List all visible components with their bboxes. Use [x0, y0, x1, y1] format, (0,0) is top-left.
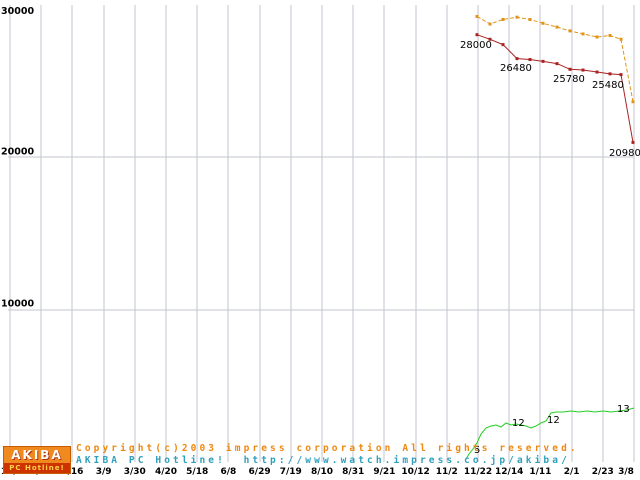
data-label: 13 — [617, 404, 630, 415]
x-tick-label: 4/20 — [155, 467, 177, 477]
data-label: 5 — [474, 445, 480, 456]
y-axis-labels: 30000 20000 10000 — [1, 6, 34, 310]
data-point-marker — [501, 43, 505, 47]
x-tick-label: 3/8 — [618, 467, 634, 477]
data-labels: 28000 26480 25780 25480 20980 5 12 12 13 — [460, 40, 640, 456]
data-label: 25480 — [592, 80, 624, 91]
data-label: 12 — [512, 418, 525, 429]
data-point-marker — [619, 73, 623, 77]
data-label: 25780 — [553, 74, 585, 85]
data-point-marker — [541, 21, 545, 25]
data-point-marker — [475, 14, 479, 18]
x-axis-labels: 12/281/262/163/93/304/205/186/86/297/198… — [1, 467, 634, 477]
x-tick-label: 9/21 — [373, 467, 395, 477]
data-point-marker — [475, 33, 479, 37]
data-point-marker — [595, 35, 599, 39]
site-url-text: AKIBA PC Hotline! http://www.watch.impre… — [76, 455, 570, 466]
data-point-marker — [595, 70, 599, 74]
price-secondary-line — [475, 14, 635, 104]
x-tick-label: 3/30 — [124, 467, 146, 477]
data-point-marker — [528, 17, 532, 21]
x-tick-label: 5/18 — [186, 467, 208, 477]
y-tick-label: 30000 — [1, 6, 34, 17]
x-tick-label: 10/12 — [401, 467, 429, 477]
x-tick-label: 8/10 — [311, 467, 333, 477]
data-label: 28000 — [460, 40, 492, 51]
data-label: 12 — [547, 415, 560, 426]
data-point-marker — [541, 59, 545, 63]
data-point-marker — [581, 68, 585, 72]
akiba-logo: AKIBA PC Hotline! — [3, 446, 71, 474]
data-point-marker — [631, 100, 635, 104]
data-point-marker — [555, 62, 559, 66]
data-point-marker — [501, 17, 505, 21]
data-point-marker — [631, 140, 635, 144]
x-tick-label: 6/29 — [249, 467, 271, 477]
data-point-marker — [488, 37, 492, 41]
x-tick-label: 3/9 — [96, 467, 112, 477]
akiba-logo-title: AKIBA — [11, 448, 63, 462]
data-point-marker — [581, 32, 585, 36]
x-tick-label: 11/22 — [464, 467, 492, 477]
data-point-marker — [528, 58, 532, 62]
data-point-marker — [515, 57, 519, 61]
y-tick-label: 10000 — [1, 299, 34, 310]
data-point-marker — [568, 29, 572, 33]
data-label: 26480 — [500, 63, 532, 74]
y-tick-label: 20000 — [1, 146, 34, 157]
data-point-marker — [488, 22, 492, 26]
data-point-marker — [568, 67, 572, 71]
x-tick-label: 7/19 — [280, 467, 302, 477]
shop-count-line — [465, 407, 635, 460]
x-tick-label: 2/23 — [592, 467, 614, 477]
data-point-marker — [608, 33, 612, 37]
akiba-logo-subtitle: PC Hotline! — [4, 463, 70, 473]
data-point-marker — [619, 37, 623, 41]
x-tick-label: 12/14 — [495, 467, 523, 477]
price-main-line — [475, 33, 635, 144]
x-tick-label: 6/8 — [220, 467, 236, 477]
data-point-marker — [555, 25, 559, 29]
gridlines — [8, 5, 635, 462]
x-tick-label: 11/2 — [436, 467, 458, 477]
data-point-marker — [608, 72, 612, 76]
x-tick-label: 2/1 — [564, 467, 580, 477]
data-label: 20980 — [609, 148, 640, 159]
copyright-text: Copyright(c)2003 impress corporation All… — [76, 443, 579, 454]
data-point-marker — [515, 15, 519, 19]
x-tick-label: 1/11 — [529, 467, 551, 477]
x-tick-label: 8/31 — [342, 467, 364, 477]
x-tick-label: 2/16 — [61, 467, 83, 477]
